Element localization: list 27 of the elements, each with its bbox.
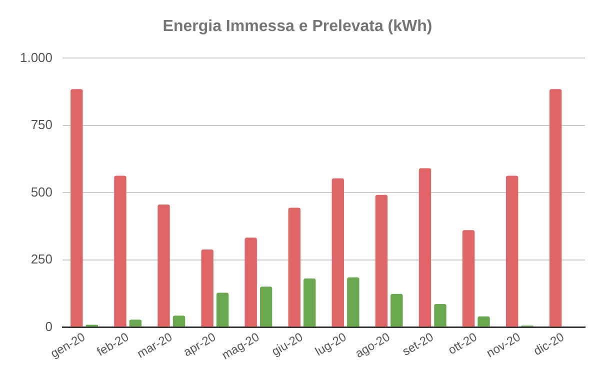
bar [244,238,257,327]
bar [462,230,475,327]
bar [550,89,562,327]
bar [172,316,186,327]
bar [478,316,490,327]
bar [332,178,344,327]
bar [418,168,432,327]
y-tick-label: 500 [30,184,53,200]
bar [434,304,446,327]
y-tick-label: 1.000 [20,50,53,65]
bar [260,286,272,327]
y-tick-label: 250 [30,252,53,267]
bar [216,292,229,327]
y-tick-label: 0 [45,318,53,334]
bar [114,176,126,327]
y-tick-label: 750 [30,117,53,132]
bar [158,204,170,327]
bar [347,277,360,327]
bar [390,294,403,327]
bar [70,89,83,327]
bar [129,320,142,327]
bar [506,176,518,327]
chart-title: Energia Immessa e Prelevata (kWh) [162,18,432,36]
bar [304,278,316,327]
bar [375,194,388,327]
bar [288,208,300,327]
bar [201,249,214,327]
